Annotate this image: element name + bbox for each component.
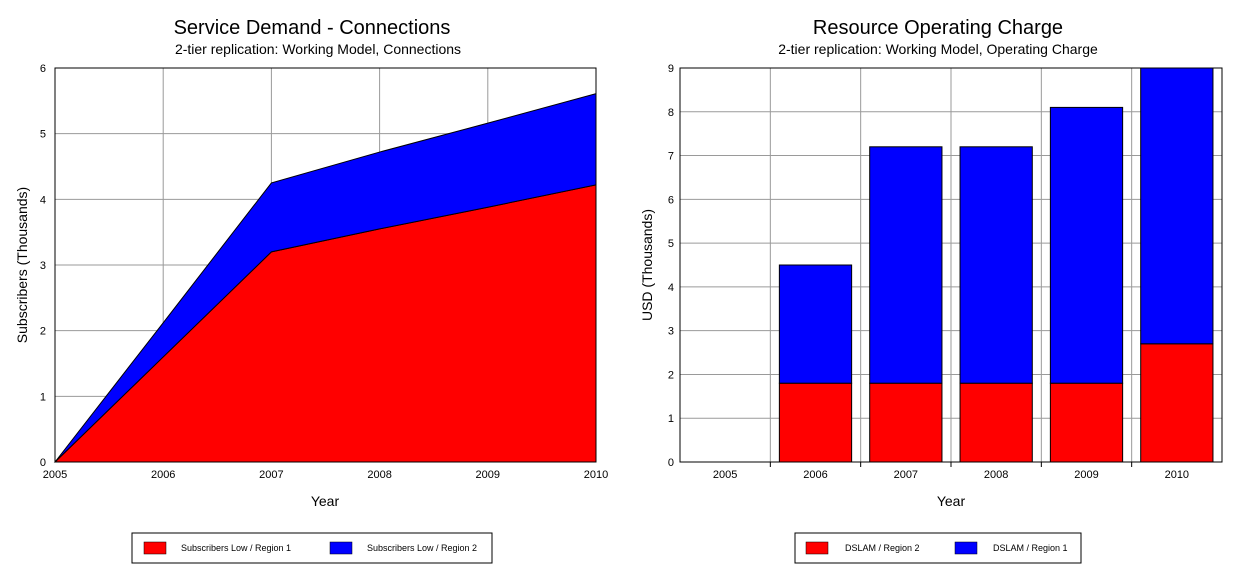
x-axis-label: Year — [311, 493, 340, 509]
y-tick-labels: 0 1 2 3 4 5 6 — [40, 63, 46, 469]
x-tick-label: 2009 — [476, 469, 500, 481]
y-tick-label: 2 — [668, 369, 674, 381]
bar-dslam-region-2-2009 — [1049, 382, 1124, 463]
x-tick-labels: 2005 2006 2007 2008 2009 2010 — [713, 462, 1189, 481]
x-tick-label: 2006 — [151, 469, 175, 481]
legend-swatch — [143, 541, 167, 555]
legend-label: DSLAM / Region 1 — [993, 543, 1068, 553]
legend: Subscribers Low / Region 1 Subscribers L… — [131, 532, 493, 564]
y-tick-label: 6 — [40, 63, 46, 75]
y-tick-label: 1 — [668, 413, 674, 425]
x-tick-label: 2005 — [43, 469, 67, 481]
y-tick-labels: 0 1 2 3 4 5 6 7 8 9 — [668, 63, 674, 469]
x-tick-label: 2008 — [984, 469, 1008, 481]
chart-title: Service Demand - Connections — [174, 17, 451, 39]
legend-box — [794, 532, 1082, 564]
bar-dslam-region-1-2010 — [1140, 67, 1214, 345]
x-tick-label: 2010 — [1165, 469, 1189, 481]
y-tick-label: 0 — [668, 457, 674, 469]
x-tick-label: 2007 — [259, 469, 283, 481]
legend-label: DSLAM / Region 2 — [845, 543, 920, 553]
y-tick-label: 4 — [40, 194, 46, 206]
y-tick-label: 8 — [668, 107, 674, 119]
x-tick-label: 2005 — [713, 469, 737, 481]
chart-subtitle: 2-tier replication: Working Model, Conne… — [175, 41, 461, 57]
bar-dslam-region-2-2010 — [1140, 343, 1214, 463]
x-tick-label: 2007 — [894, 469, 918, 481]
service-demand-chart: Service Demand - Connections 2-tier repl… — [14, 17, 608, 564]
bar-dslam-region-1-2009 — [1049, 106, 1124, 384]
x-tick-labels: 2005 2006 2007 2008 2009 2010 — [43, 469, 608, 481]
y-tick-label: 3 — [40, 260, 46, 272]
y-tick-label: 1 — [40, 391, 46, 403]
bar-dslam-region-2-2008 — [959, 382, 1033, 463]
y-tick-label: 4 — [668, 282, 674, 294]
y-tick-label: 5 — [668, 238, 674, 250]
bar-dslam-region-1-2007 — [869, 146, 943, 384]
y-tick-label: 9 — [668, 63, 674, 75]
y-axis-label: Subscribers (Thousands) — [14, 187, 30, 343]
legend-swatch — [805, 541, 829, 555]
chart-subtitle: 2-tier replication: Working Model, Opera… — [778, 41, 1098, 57]
bar-dslam-region-2-2007 — [869, 382, 943, 463]
x-tick-label: 2009 — [1074, 469, 1098, 481]
bar-series — [778, 67, 1214, 463]
bar-dslam-region-2-2006 — [778, 382, 853, 463]
y-tick-label: 3 — [668, 326, 674, 338]
x-axis-label: Year — [937, 493, 966, 509]
x-tick-label: 2010 — [584, 469, 608, 481]
legend-swatch — [954, 541, 978, 555]
bar-dslam-region-1-2006 — [778, 264, 853, 384]
x-tick-label: 2006 — [803, 469, 827, 481]
legend-box — [131, 532, 493, 564]
bar-dslam-region-1-2008 — [959, 146, 1033, 384]
legend: DSLAM / Region 2 DSLAM / Region 1 — [794, 532, 1082, 564]
legend-label: Subscribers Low / Region 2 — [367, 543, 477, 553]
resource-operating-charge-chart: Resource Operating Charge 2-tier replica… — [639, 17, 1223, 564]
legend-swatch — [329, 541, 353, 555]
y-axis-label: USD (Thousands) — [639, 209, 655, 321]
y-tick-label: 6 — [668, 194, 674, 206]
plot-frame — [54, 67, 597, 463]
legend-label: Subscribers Low / Region 1 — [181, 543, 291, 553]
y-tick-label: 2 — [40, 326, 46, 338]
y-tick-label: 5 — [40, 129, 46, 141]
x-tick-label: 2008 — [367, 469, 391, 481]
area-series — [53, 92, 597, 463]
chart-title: Resource Operating Charge — [813, 17, 1063, 39]
y-tick-label: 0 — [40, 457, 46, 469]
y-tick-label: 7 — [668, 151, 674, 163]
